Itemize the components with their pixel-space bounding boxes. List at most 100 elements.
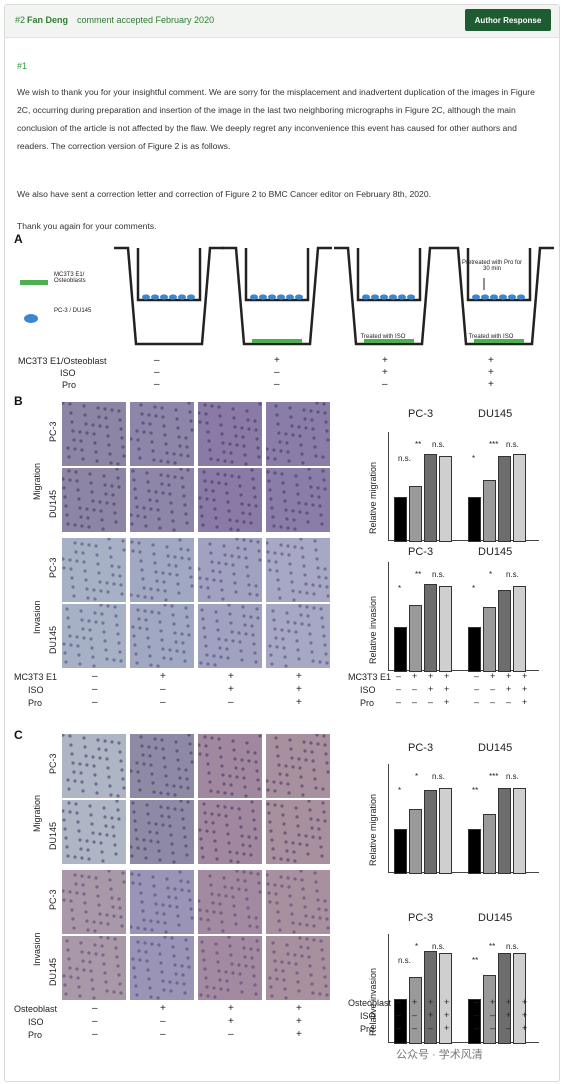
significance-label: n.s. (432, 440, 445, 449)
micrograph (130, 603, 194, 668)
osteoblast-layer (252, 339, 302, 343)
bar-pc3-1 (409, 605, 422, 672)
treatment-sign: – (92, 1016, 98, 1027)
significance-label: ** (415, 570, 422, 579)
bar-chart-group-title: PC-3 (408, 546, 434, 558)
transwell-diagram (114, 246, 554, 346)
micrograph (129, 401, 194, 466)
treatment-sign: – (92, 684, 98, 695)
treatment-sign: + (228, 1016, 234, 1027)
treatment-row-label: MC3T3 E1/Osteoblast (18, 356, 107, 366)
micrograph (265, 869, 330, 934)
bar-treatment-sign: + (444, 697, 450, 707)
bar-pc3-0 (394, 496, 407, 542)
bar-treatment-sign: + (522, 1023, 528, 1033)
comment-anchor-link[interactable]: #1 (17, 61, 28, 71)
bar-du145-0 (468, 626, 481, 672)
micrograph-texture (197, 402, 262, 466)
micrograph-texture (197, 869, 262, 933)
bar-du145-1 (483, 607, 496, 672)
micrograph-texture (129, 733, 194, 797)
bar-treatment-sign: – (474, 997, 480, 1007)
author-response-button[interactable]: Author Response (465, 9, 551, 31)
legend-cancer-cell-label: PC-3 / DU145 (54, 308, 92, 314)
bar-treatment-sign: – (428, 697, 434, 707)
comment-paragraph-1: We wish to thank you for your insightful… (17, 87, 535, 151)
significance-label: n.s. (506, 772, 519, 781)
bar-du145-0 (468, 496, 481, 542)
bar-pc3-0 (394, 998, 407, 1044)
micrograph-texture (61, 869, 126, 933)
bar-pc3-2 (424, 951, 437, 1044)
treatment-sign: + (488, 367, 494, 378)
bar-pc3-3 (439, 455, 452, 542)
treatment-row-label: ISO (60, 368, 76, 378)
comment-paragraph-3: Thank you again for your comments. (17, 221, 157, 231)
cell-line-label: DU145 (48, 821, 58, 850)
bar-du145-2 (498, 455, 511, 542)
micrograph-texture (131, 603, 191, 668)
cancer-cell (259, 294, 267, 300)
significance-label: * (415, 772, 419, 781)
bar-treatment-sign: – (396, 1023, 402, 1033)
cancer-cell (160, 294, 168, 300)
treatment-sign: + (296, 1029, 302, 1040)
treatment-row-label: Pro (28, 1030, 43, 1040)
cancer-cell (380, 294, 388, 300)
bar-treatment-sign: – (412, 684, 418, 694)
significance-label: ** (415, 440, 422, 449)
treatment-row-label: Osteoblast (14, 1004, 58, 1014)
panel-a-label: A (14, 232, 23, 246)
bar-treatment-sign: – (490, 1010, 496, 1020)
treatment-row-label: MC3T3 E1 (14, 672, 58, 682)
comment-author[interactable]: Fan Deng (27, 15, 69, 25)
bar-treatment-sign: + (412, 997, 418, 1007)
treatment-sign: + (228, 684, 234, 695)
cancer-cell (499, 294, 507, 300)
well-note-pretreated: Pretreated with Pro for 30 min (461, 260, 523, 272)
bar-chart-group-title: PC-3 (408, 912, 434, 924)
bar-treatment-sign: – (412, 697, 418, 707)
well-note-iso-2: Treated with ISO (468, 334, 514, 340)
treatment-sign: + (296, 671, 302, 682)
comment-number: #2 (15, 15, 26, 25)
cancer-cell (407, 294, 415, 300)
section-label-migration: Migration (32, 794, 42, 832)
bar-row-label: ISO (360, 685, 376, 695)
significance-label: n.s. (432, 772, 445, 781)
micrograph-texture (62, 935, 123, 1000)
cancer-cell (508, 294, 516, 300)
cancer-cell (389, 294, 397, 300)
significance-label: n.s. (506, 942, 519, 951)
micrograph (266, 799, 330, 864)
micrograph-texture (62, 603, 123, 668)
significance-label: * (472, 454, 476, 463)
outer-well (222, 246, 332, 346)
treatment-sign: – (160, 1029, 166, 1040)
transwell-2 (222, 246, 332, 346)
insert (356, 248, 422, 302)
bar-treatment-sign: + (490, 997, 496, 1007)
cell-line-label: DU145 (48, 489, 58, 518)
significance-label: n.s. (506, 440, 519, 449)
insert (244, 248, 310, 302)
outer-well (444, 246, 554, 346)
micrograph (197, 869, 262, 934)
micrograph (129, 870, 194, 934)
bar-treatment-sign: + (444, 1023, 450, 1033)
micrograph-texture (61, 799, 121, 863)
cell-line-label: PC-3 (48, 889, 58, 910)
cancer-cell (371, 294, 379, 300)
micrograph (129, 467, 194, 532)
treatment-sign: + (382, 367, 388, 378)
bar-du145-0 (468, 998, 481, 1044)
bar-chart-ylabel: Relative migration (368, 461, 378, 534)
bar-treatment-sign: + (444, 671, 450, 681)
treatment-sign: – (160, 684, 166, 695)
treatment-sign: – (154, 379, 160, 390)
bar-du145-1 (483, 975, 496, 1044)
bar-treatment-sign: – (506, 697, 512, 707)
bar-treatment-sign: + (428, 1010, 434, 1020)
micrograph (130, 935, 194, 1000)
micrograph (266, 936, 330, 1000)
